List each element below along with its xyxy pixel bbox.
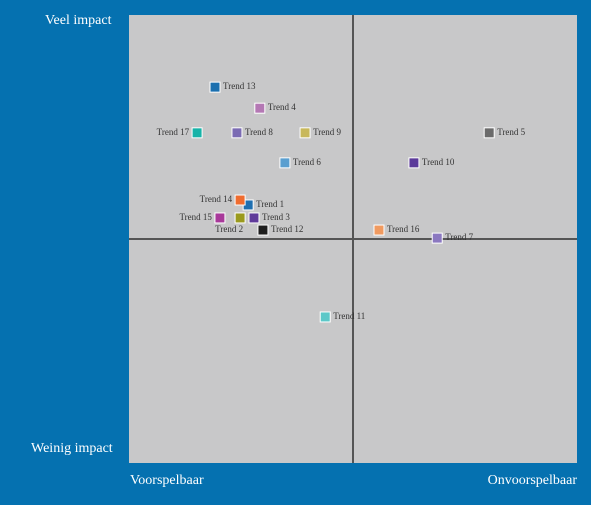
marker (234, 194, 246, 206)
marker (319, 311, 331, 323)
point-label: Trend 16 (387, 224, 420, 234)
point-label: Trend 17 (157, 127, 190, 137)
point-label: Trend 10 (422, 157, 455, 167)
point-label: Trend 14 (200, 194, 233, 204)
x-high-label: Onvoorspelbaar (488, 473, 578, 488)
point-label: Trend 11 (333, 311, 365, 321)
point-label: Trend 1 (256, 199, 284, 209)
marker (299, 127, 311, 139)
marker (257, 224, 269, 236)
marker (234, 212, 246, 224)
point-label: Trend 15 (180, 212, 213, 222)
y-high-label: Veel impact (45, 13, 112, 28)
marker (191, 127, 203, 139)
marker (214, 212, 226, 224)
point-label: Trend 6 (293, 157, 321, 167)
point-label: Trend 9 (313, 127, 341, 137)
point-label: Trend 7 (445, 232, 473, 242)
marker (231, 127, 243, 139)
marker (373, 224, 385, 236)
marker (279, 157, 291, 169)
x-low-label: Voorspelbaar (130, 473, 204, 488)
marker (483, 127, 495, 139)
marker (408, 157, 420, 169)
y-low-label: Weinig impact (31, 441, 113, 456)
point-label: Trend 13 (223, 81, 256, 91)
point-label: Trend 5 (497, 127, 525, 137)
marker (209, 81, 221, 93)
marker (431, 232, 443, 244)
point-label: Trend 2 (215, 224, 243, 234)
point-label: Trend 4 (268, 102, 296, 112)
marker (254, 102, 266, 114)
marker (248, 212, 260, 224)
point-label: Trend 3 (262, 212, 290, 222)
point-label: Trend 8 (245, 127, 273, 137)
point-label: Trend 12 (271, 224, 303, 234)
